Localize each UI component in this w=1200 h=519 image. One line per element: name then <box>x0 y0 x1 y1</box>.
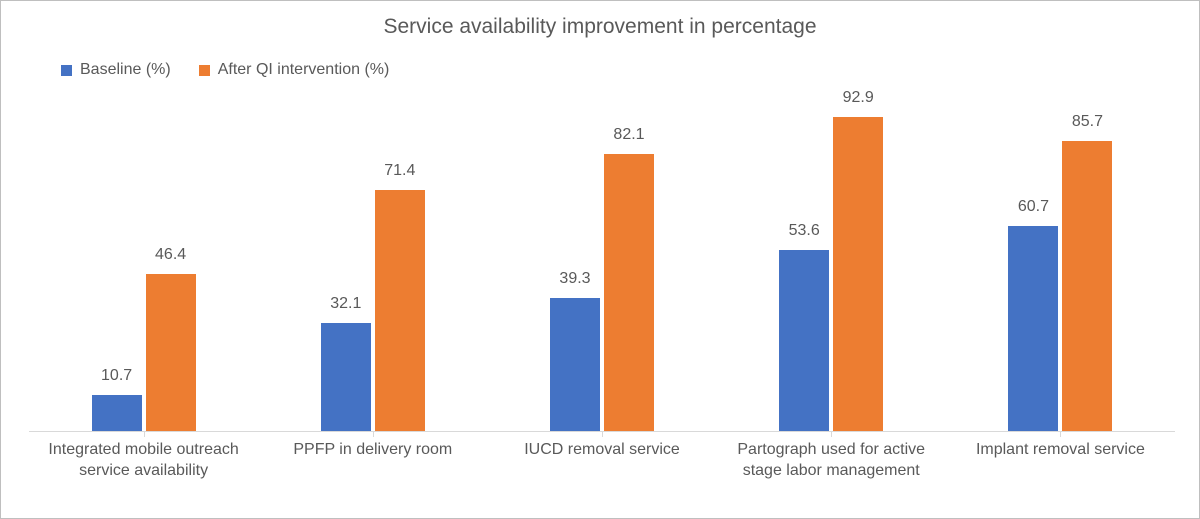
bar-group: 53.692.9 <box>717 93 946 431</box>
legend-item-after-qi: After QI intervention (%) <box>199 61 390 79</box>
bar-value-label: 39.3 <box>559 270 590 288</box>
bar-value-label: 10.7 <box>101 367 132 385</box>
bar-value-label: 71.4 <box>384 162 415 180</box>
chart-container: Service availability improvement in perc… <box>0 0 1200 519</box>
bar: 10.7 <box>92 395 142 431</box>
bar: 39.3 <box>550 298 600 431</box>
bar-group: 39.382.1 <box>487 93 716 431</box>
bar-group: 32.171.4 <box>258 93 487 431</box>
x-axis-label: PPFP in delivery room <box>258 434 487 518</box>
chart-title: Service availability improvement in perc… <box>1 15 1199 39</box>
legend-label-after-qi: After QI intervention (%) <box>218 61 390 79</box>
bar: 32.1 <box>321 323 371 431</box>
bar-groups: 10.746.432.171.439.382.153.692.960.785.7 <box>29 93 1175 431</box>
x-axis-labels: Integrated mobile outreach service avail… <box>29 434 1175 518</box>
bar: 71.4 <box>375 190 425 431</box>
bar-value-label: 92.9 <box>843 89 874 107</box>
plot-area: 10.746.432.171.439.382.153.692.960.785.7 <box>29 93 1175 432</box>
legend-item-baseline: Baseline (%) <box>61 61 171 79</box>
bar: 82.1 <box>604 154 654 431</box>
bar-value-label: 46.4 <box>155 246 186 264</box>
bar-value-label: 32.1 <box>330 295 361 313</box>
bar: 92.9 <box>833 117 883 431</box>
bar-value-label: 82.1 <box>613 126 644 144</box>
bar-value-label: 60.7 <box>1018 198 1049 216</box>
legend-swatch-baseline <box>61 65 72 76</box>
bar: 85.7 <box>1062 141 1112 431</box>
bar: 53.6 <box>779 250 829 431</box>
bar: 60.7 <box>1008 226 1058 431</box>
bar-value-label: 85.7 <box>1072 113 1103 131</box>
bar-value-label: 53.6 <box>789 222 820 240</box>
bar-group: 10.746.4 <box>29 93 258 431</box>
legend-swatch-after-qi <box>199 65 210 76</box>
x-axis-label: IUCD removal service <box>487 434 716 518</box>
x-axis-label: Partograph used for active stage labor m… <box>717 434 946 518</box>
legend-label-baseline: Baseline (%) <box>80 61 171 79</box>
bar-group: 60.785.7 <box>946 93 1175 431</box>
bar: 46.4 <box>146 274 196 431</box>
legend: Baseline (%) After QI intervention (%) <box>61 61 389 79</box>
x-axis-label: Integrated mobile outreach service avail… <box>29 434 258 518</box>
x-axis-label: Implant removal service <box>946 434 1175 518</box>
